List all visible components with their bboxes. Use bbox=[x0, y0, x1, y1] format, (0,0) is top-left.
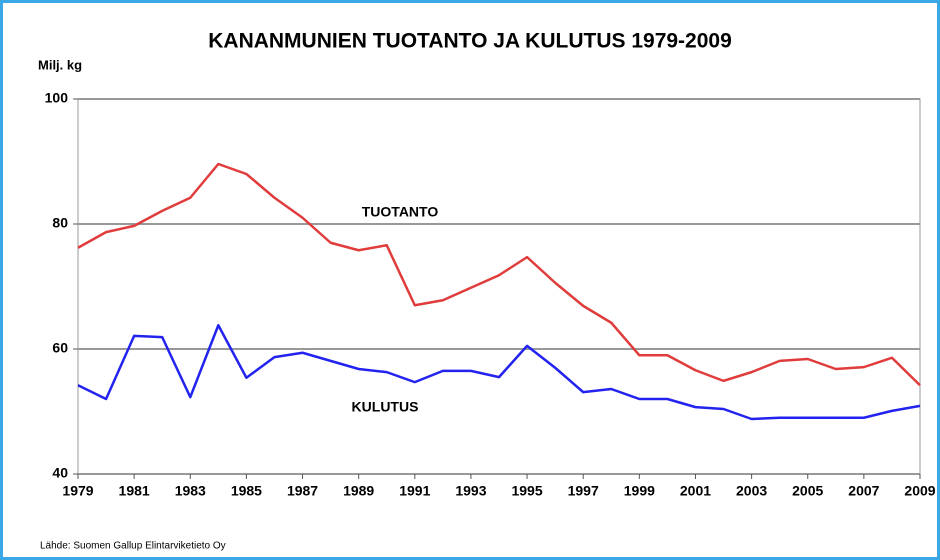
x-tick-label: 2001 bbox=[680, 483, 711, 499]
x-tick-label: 1997 bbox=[568, 483, 599, 499]
x-tick-label: 2003 bbox=[736, 483, 767, 499]
x-tick-label: 1979 bbox=[62, 483, 93, 499]
series-line bbox=[77, 324, 921, 421]
x-tick-label: 2009 bbox=[904, 483, 935, 499]
annotation: TUOTANTO bbox=[362, 204, 439, 220]
x-tick-label: 1991 bbox=[399, 483, 430, 499]
x-tick-label: 1981 bbox=[119, 483, 150, 499]
annotation: KULUTUS bbox=[352, 399, 419, 415]
x-tick-label: 1985 bbox=[231, 483, 262, 499]
x-tick-label: 2005 bbox=[792, 483, 823, 499]
series-line bbox=[77, 162, 921, 387]
x-tick-label: 1989 bbox=[343, 483, 374, 499]
x-tick-label: 1999 bbox=[624, 483, 655, 499]
y-tick-label: 60 bbox=[52, 340, 68, 356]
source: Lähde: Suomen Gallup Elintarviketieto Oy bbox=[40, 541, 226, 552]
chart-title: KANANMUNIEN TUOTANTO JA KULUTUS 1979-200… bbox=[208, 30, 732, 53]
y-tick-label: 40 bbox=[52, 465, 68, 481]
x-tick-label: 1995 bbox=[511, 483, 542, 499]
plot-area bbox=[77, 98, 921, 475]
x-tick-label: 1993 bbox=[455, 483, 486, 499]
x-tick-label: 2007 bbox=[848, 483, 879, 499]
x-tick-label: 1987 bbox=[287, 483, 318, 499]
y-axis-label: Milj. kg bbox=[38, 57, 82, 72]
y-tick-label: 100 bbox=[45, 90, 69, 106]
y-tick-label: 80 bbox=[52, 215, 68, 231]
x-tick-label: 1983 bbox=[175, 483, 206, 499]
